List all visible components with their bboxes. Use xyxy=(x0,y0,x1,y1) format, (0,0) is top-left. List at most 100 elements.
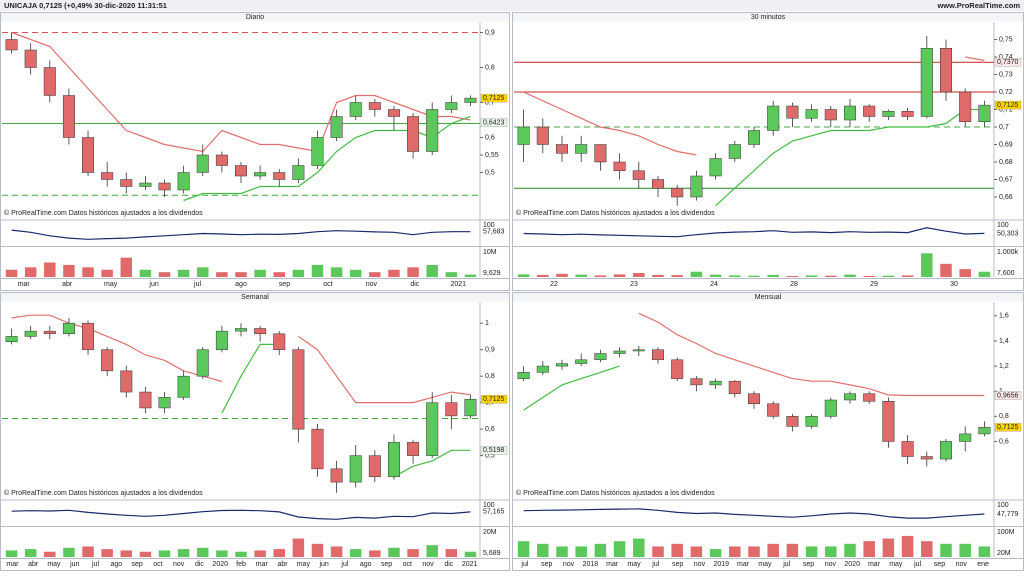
volume-bar xyxy=(120,257,133,277)
oscillator-line xyxy=(523,508,985,519)
volume-bar xyxy=(863,275,875,277)
candle-body xyxy=(254,172,267,177)
candle-body xyxy=(863,105,876,117)
candle-body xyxy=(594,144,607,163)
osc-top-label: 100 xyxy=(997,502,1009,509)
volume-bar xyxy=(671,543,683,557)
price-badge xyxy=(480,395,508,404)
candle-body xyxy=(805,109,818,119)
x-tick-label: nov xyxy=(173,561,185,568)
candle-body xyxy=(671,359,684,379)
candle-body xyxy=(805,416,818,427)
candle-body xyxy=(235,328,247,332)
volume-bar xyxy=(882,275,895,277)
volume-bar xyxy=(633,538,645,557)
x-tick-label: 2020 xyxy=(212,561,228,568)
x-tick-label: jul xyxy=(782,561,790,568)
y-tick-label: 0,71 xyxy=(999,106,1013,113)
volume-bar xyxy=(388,547,400,557)
volume-bar xyxy=(216,550,228,557)
candle-body xyxy=(43,67,56,96)
volume-bar xyxy=(537,274,549,277)
volume-bar xyxy=(349,549,362,557)
volume-bar xyxy=(82,267,94,277)
panel-title: Diario xyxy=(246,14,264,21)
volume-bar xyxy=(44,262,56,277)
title-bar xyxy=(1,13,509,21)
y-tick-label: 0,8 xyxy=(999,413,1009,420)
candle-body xyxy=(690,175,703,198)
candle-body xyxy=(882,401,895,442)
volume-bar xyxy=(537,543,549,557)
volume-bar xyxy=(5,550,18,557)
x-tick-label: jun xyxy=(69,561,79,568)
volume-bar xyxy=(177,269,190,277)
x-tick-label: may xyxy=(758,561,772,568)
volume-bar xyxy=(24,549,37,557)
candle-body xyxy=(517,372,530,379)
volume-bar xyxy=(273,549,285,557)
title-bar xyxy=(513,13,1023,21)
x-tick-label: oct xyxy=(323,281,332,288)
candle-body xyxy=(62,322,75,335)
volume-bar xyxy=(767,274,779,277)
volume-bar xyxy=(254,550,266,557)
x-tick-label: 23 xyxy=(630,281,638,288)
candle-body xyxy=(177,375,190,398)
volume-bar xyxy=(197,547,209,557)
osc-value-label: 50,303 xyxy=(997,230,1019,237)
x-tick-label: 2019 xyxy=(713,561,729,568)
candle-body xyxy=(215,330,228,350)
volume-bar xyxy=(844,543,856,557)
volume-bar xyxy=(120,550,133,557)
candle-body xyxy=(575,359,588,364)
candle-body xyxy=(959,433,972,442)
volume-bar xyxy=(671,275,683,277)
x-tick-label: 2020 xyxy=(844,561,860,568)
x-tick-label: dic xyxy=(195,561,204,568)
volume-bar xyxy=(613,541,626,557)
candle-body xyxy=(101,349,114,372)
y-tick-label: 1,2 xyxy=(999,363,1009,370)
candle-body xyxy=(330,468,343,483)
volume-bar xyxy=(63,547,75,557)
volume-bar xyxy=(729,275,741,277)
x-tick-label: ene xyxy=(977,561,989,568)
y-tick-label: 0,9 xyxy=(485,347,495,354)
volume-value-label: 20M xyxy=(997,550,1011,557)
candle-body xyxy=(292,349,305,430)
panel-frame xyxy=(512,292,1024,571)
candle-body xyxy=(690,378,703,386)
x-tick-label: jul xyxy=(91,561,99,568)
x-tick-label: oct xyxy=(153,561,162,568)
volume-bar xyxy=(330,267,343,277)
price-badge-label: 0,5198 xyxy=(483,447,505,454)
candle-body xyxy=(920,48,933,117)
x-tick-label: oct xyxy=(403,561,412,568)
candle-body xyxy=(62,95,75,138)
x-tick-label: nov xyxy=(825,561,837,568)
candle-body xyxy=(292,165,305,180)
candle-body xyxy=(254,328,267,335)
price-badge xyxy=(480,446,508,455)
volume-bar xyxy=(426,264,438,277)
volume-bar xyxy=(825,275,837,277)
y-tick-label: 0,6 xyxy=(999,438,1009,445)
candle-body xyxy=(235,165,247,177)
volume-bar xyxy=(369,272,381,277)
panel-title: Semanal xyxy=(241,294,269,301)
y-tick-label: 0,8 xyxy=(485,373,495,380)
candle-body xyxy=(120,370,133,393)
volume-bar xyxy=(978,271,991,277)
x-tick-label: nov xyxy=(563,561,575,568)
volume-top-label: 20M xyxy=(483,529,497,536)
candle-body xyxy=(464,399,477,417)
x-tick-label: sep xyxy=(934,561,945,568)
price-badge xyxy=(480,118,508,127)
trail-line-green xyxy=(523,365,620,411)
candle-body xyxy=(632,170,645,180)
x-tick-label: mar xyxy=(868,561,881,568)
y-tick-label: 0,8 xyxy=(485,64,495,71)
volume-value-label: 9,629 xyxy=(483,270,501,277)
